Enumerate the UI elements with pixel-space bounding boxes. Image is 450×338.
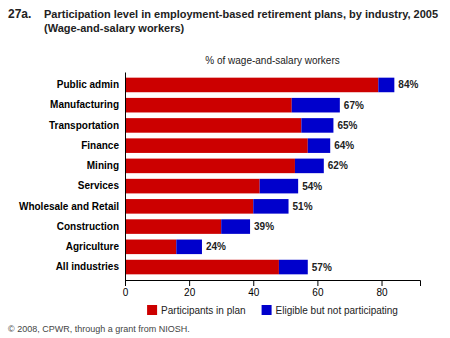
y-tick: Agriculture: [66, 241, 125, 252]
x-tick-mark: [189, 280, 190, 286]
x-axis-title: % of wage-and-salary workers: [205, 55, 340, 66]
y-tick-label: Manufacturing: [50, 99, 119, 110]
y-tick-label: Public admin: [57, 79, 119, 90]
x-tick-mark: [253, 280, 254, 286]
y-tick-label: Wholesale and Retail: [19, 201, 119, 212]
bar: [279, 260, 308, 275]
total-labels: 84% 67% 65% 64% 62% 54% 51% 39% 24% 57%: [206, 79, 419, 272]
bar: [125, 98, 292, 113]
y-tick: Transportation: [49, 120, 125, 131]
y-tick: Construction: [57, 221, 125, 232]
total-label: 24%: [206, 241, 226, 252]
y-axis-line: [125, 73, 126, 281]
total-label: 67%: [344, 100, 364, 111]
y-tick-label: Mining: [87, 160, 119, 171]
total-label: 54%: [302, 181, 322, 192]
legend: Participants in plan Eligible but not par…: [147, 305, 398, 316]
bar: [221, 219, 250, 234]
legend-item: Eligible but not participating: [262, 305, 398, 316]
bar: [125, 118, 301, 133]
legend-label: Eligible but not participating: [276, 305, 398, 316]
y-tick: Public admin: [57, 79, 125, 90]
legend-swatch: [147, 305, 157, 315]
x-tick-label: 40: [248, 287, 260, 298]
x-tick: 40: [248, 280, 260, 298]
x-tick: 60: [312, 280, 324, 298]
legend-swatch: [262, 305, 272, 315]
bar: [125, 219, 221, 234]
x-tick: 20: [184, 280, 196, 298]
y-tick-label: Agriculture: [66, 241, 120, 252]
x-tick-label: 60: [312, 287, 324, 298]
x-tick: 0: [123, 280, 129, 298]
bar: [378, 78, 394, 93]
y-tick: Finance: [81, 140, 125, 151]
series-1: [176, 78, 394, 275]
x-tick-mark: [125, 280, 126, 286]
y-tick: Mining: [87, 160, 125, 171]
total-label: 62%: [328, 160, 348, 171]
bar: [125, 78, 378, 93]
bar: [295, 159, 324, 174]
bar: [125, 179, 260, 194]
legend-item: Participants in plan: [147, 305, 246, 316]
x-axis: 0 20 40 60 80: [123, 280, 421, 298]
total-label: 57%: [312, 262, 332, 273]
bar: [125, 138, 308, 153]
x-axis-line: [126, 281, 421, 287]
y-tick: Services: [78, 180, 125, 191]
total-label: 39%: [254, 221, 274, 232]
series-0: [125, 78, 378, 275]
x-tick: 80: [376, 280, 388, 298]
y-axis: Public admin Manufacturing Transportation F…: [19, 73, 126, 281]
y-tick-label: All industries: [56, 261, 120, 272]
chart-svg: 84% 67% 65% 64% 62% 54% 51% 39% 24% 57% 0 20 40 60 80 P…: [0, 0, 450, 338]
y-tick: Wholesale and Retail: [19, 201, 125, 212]
bar: [125, 240, 176, 255]
x-tick-label: 20: [184, 287, 196, 298]
bar: [253, 199, 288, 214]
total-label: 51%: [293, 201, 313, 212]
bar: [308, 138, 330, 153]
bar: [301, 118, 333, 133]
title: Participation level in employment-based …: [44, 8, 438, 20]
y-tick-label: Construction: [57, 221, 119, 232]
y-tick: Manufacturing: [50, 99, 125, 110]
bar: [260, 179, 298, 194]
total-label: 65%: [337, 120, 357, 131]
bar: [125, 159, 295, 174]
subtitle: (Wage-and-salary workers): [44, 22, 185, 34]
bar: [176, 240, 202, 255]
x-tick-mark: [382, 280, 383, 286]
x-tick-label: 0: [123, 287, 129, 298]
bars: [125, 78, 394, 275]
bar: [125, 260, 279, 275]
y-tick-label: Transportation: [49, 120, 119, 131]
title-line: Participation level in employment-based …: [44, 8, 438, 20]
footer: © 2008, CPWR, through a grant from NIOSH…: [8, 324, 190, 334]
total-label: 64%: [334, 140, 354, 151]
y-tick: All industries: [56, 261, 125, 272]
x-tick-label: 80: [376, 287, 388, 298]
bar: [125, 199, 253, 214]
legend-label: Participants in plan: [161, 305, 246, 316]
title-number: 27a.: [8, 7, 31, 21]
x-tick-mark: [317, 280, 318, 286]
y-tick-label: Services: [78, 180, 120, 191]
bar: [292, 98, 340, 113]
y-tick-label: Finance: [81, 140, 119, 151]
total-label: 84%: [398, 79, 418, 90]
